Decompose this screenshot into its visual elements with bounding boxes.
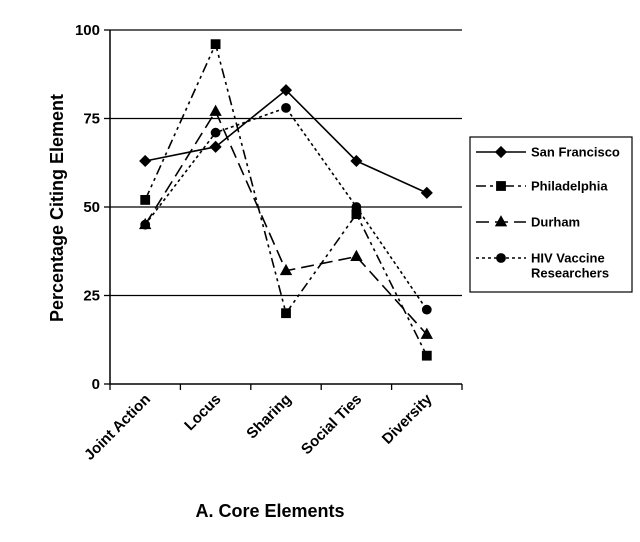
legend: San Francisco Philadelphia Durham HIV Vacci… bbox=[469, 136, 633, 293]
data-point bbox=[281, 102, 291, 113]
y-tick-label: 50 bbox=[83, 199, 100, 216]
data-point bbox=[420, 327, 433, 339]
data-point bbox=[139, 154, 152, 168]
y-axis-title: Percentage Citing Element bbox=[47, 94, 67, 322]
data-point bbox=[209, 140, 222, 153]
series-durham bbox=[139, 104, 433, 339]
data-point bbox=[279, 263, 293, 276]
series-philadelphia bbox=[140, 39, 432, 361]
legend-box bbox=[469, 136, 633, 293]
legend-marker bbox=[494, 145, 508, 159]
data-point bbox=[209, 104, 222, 116]
legend-label: Durham bbox=[531, 215, 580, 230]
legend-marker bbox=[496, 181, 506, 191]
data-point bbox=[350, 249, 363, 261]
series-lines bbox=[139, 39, 433, 361]
data-point bbox=[350, 154, 363, 168]
y-tick-label: 75 bbox=[83, 111, 100, 128]
y-tick-label: 25 bbox=[83, 288, 100, 305]
data-point bbox=[421, 350, 432, 361]
gridlines bbox=[104, 29, 462, 385]
axes bbox=[109, 30, 462, 385]
legend-label: San Francisco bbox=[531, 145, 620, 160]
data-point bbox=[421, 304, 432, 315]
x-axis-title: A. Core Elements bbox=[195, 501, 344, 521]
series-line bbox=[144, 109, 428, 335]
y-tick-label: 0 bbox=[92, 376, 100, 393]
y-tick-labels: 0 25 50 75 100 bbox=[75, 22, 100, 393]
data-point bbox=[420, 186, 433, 199]
x-tick-label: Diversity bbox=[379, 390, 436, 447]
x-tick-label: Sharing bbox=[243, 391, 295, 443]
x-tick-labels: Joint Action Locus Sharing Social Ties Diver… bbox=[81, 384, 463, 464]
data-point bbox=[351, 202, 362, 212]
data-point bbox=[279, 84, 293, 97]
data-point bbox=[140, 219, 151, 230]
data-point bbox=[210, 39, 221, 50]
legend-marker bbox=[494, 215, 508, 227]
legend-label: HIV Vaccine Researchers bbox=[531, 251, 609, 281]
series-san-francisco bbox=[139, 84, 433, 199]
legend-label: Philadelphia bbox=[531, 179, 608, 194]
data-point bbox=[210, 127, 221, 138]
x-tick-label: Joint Action bbox=[81, 391, 154, 464]
data-point bbox=[140, 195, 151, 205]
y-tick-label: 100 bbox=[75, 22, 100, 39]
x-tick-label: Locus bbox=[181, 391, 224, 434]
series-hiv-vaccine-researchers bbox=[140, 102, 432, 315]
x-tick-label: Social Ties bbox=[298, 391, 365, 458]
series-line bbox=[144, 106, 428, 311]
legend-marker bbox=[496, 253, 506, 263]
data-point bbox=[281, 308, 291, 319]
